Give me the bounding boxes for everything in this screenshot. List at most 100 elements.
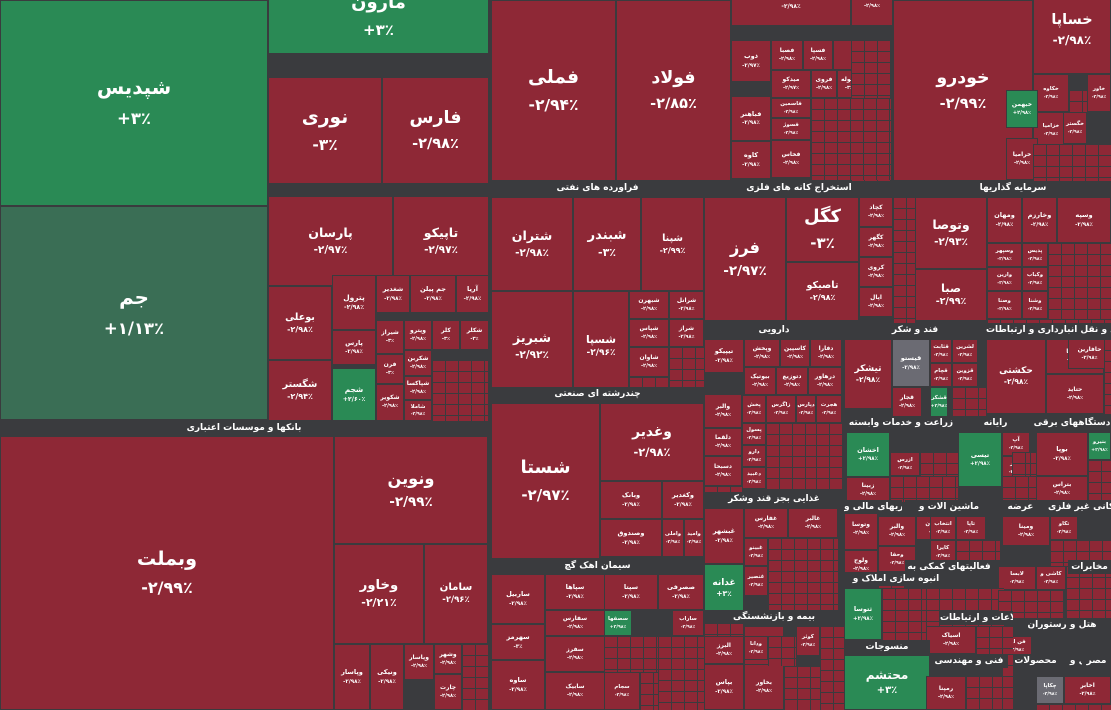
treemap-tile[interactable]: شجم +۲/۶۰٪ xyxy=(332,368,376,421)
treemap-tile[interactable]: قچام -۲/۹۸٪ xyxy=(930,363,952,387)
treemap-tile[interactable]: زاگرس -۲/۹۸٪ xyxy=(766,395,796,423)
treemap-tile[interactable]: فارس -۲/۹۸٪ xyxy=(382,77,489,184)
treemap-tile[interactable]: ثتوسا +۲/۹۸٪ xyxy=(844,588,882,640)
treemap-tile[interactable]: غالبر -۲/۹۸٪ xyxy=(788,508,838,538)
treemap-tile[interactable]: میدکو -۲/۹۷٪ xyxy=(771,70,811,98)
treemap-tile[interactable]: خبهمن +۲/۹۸٪ xyxy=(1006,90,1038,128)
treemap-tile[interactable]: سفارس -۲/۹۸٪ xyxy=(545,610,605,636)
treemap-tile[interactable]: شپاکسا -۲/۹۸٪ xyxy=(404,376,432,400)
treemap-tile[interactable]: البرز -۲/۹۸٪ xyxy=(704,636,744,664)
treemap-tile[interactable]: دفارا -۲/۹۸٪ xyxy=(810,339,842,367)
treemap-tile[interactable]: -۲/۹۸٪ xyxy=(731,0,851,26)
treemap-tile[interactable]: چارت -۲/۹۸٪ xyxy=(434,674,462,710)
treemap-tile[interactable]: بوپا -۲/۹۸٪ xyxy=(1036,432,1088,476)
treemap-tile[interactable]: وپترو -۲/۹۸٪ xyxy=(404,320,432,350)
treemap-tile[interactable]: ذوب -۲/۹۷٪ xyxy=(731,40,771,82)
treemap-tile[interactable]: شکویر -۲/۹۸٪ xyxy=(376,384,404,421)
treemap-tile[interactable]: مارون +۳٪ xyxy=(268,0,489,54)
treemap-tile[interactable]: وخارزم -۲/۹۸٪ xyxy=(1022,197,1057,243)
treemap-tile[interactable]: دپارس -۲/۹۸٪ xyxy=(796,395,816,423)
treemap-tile[interactable]: تیپیکو -۲/۹۸٪ xyxy=(704,339,744,373)
treemap-tile[interactable]: هجرت -۲/۹۸٪ xyxy=(816,395,842,423)
treemap-tile[interactable]: وکغدیر -۲/۹۸٪ xyxy=(662,481,704,519)
treemap-tile[interactable]: اخابر -۲/۹۸٪ xyxy=(1064,676,1111,704)
treemap-tile[interactable]: پدیس -۲/۹۸٪ xyxy=(1022,243,1048,267)
treemap-tile[interactable]: درهاور -۲/۹۸٪ xyxy=(808,367,842,395)
treemap-tile[interactable]: کاسپین -۲/۹۸٪ xyxy=(780,339,810,367)
treemap-tile[interactable]: اخشان +۲/۹۸٪ xyxy=(846,432,890,477)
treemap-tile[interactable]: خاور -۲/۹۸٪ xyxy=(1087,74,1111,112)
treemap-tile[interactable]: تاصیکو -۲/۹۸٪ xyxy=(786,262,859,321)
treemap-tile[interactable]: وارین -۲/۹۸٪ xyxy=(987,267,1022,291)
treemap-tile[interactable]: شگستر -۲/۹۴٪ xyxy=(268,360,332,421)
treemap-tile[interactable]: پارس -۲/۹۸٪ xyxy=(332,330,376,365)
treemap-tile[interactable]: وبملت -۲/۹۹٪ xyxy=(0,436,334,710)
treemap-tile[interactable]: سفرز -۲/۹۸٪ xyxy=(545,636,605,672)
treemap-tile[interactable]: غبشهر -۲/۹۸٪ xyxy=(704,508,744,564)
treemap-tile[interactable]: ساراب -۲/۹۸٪ xyxy=(672,610,704,636)
treemap-tile[interactable]: جم پیلن -۲/۹۸٪ xyxy=(410,275,456,313)
treemap-tile[interactable]: وپاسار -۲/۹۸٪ xyxy=(334,644,370,710)
treemap-tile[interactable]: کچاد -۲/۹۸٪ xyxy=(859,197,893,227)
treemap-tile[interactable]: وکباب -۲/۹۸٪ xyxy=(1022,267,1048,291)
treemap-tile[interactable]: قثابت -۲/۹۸٪ xyxy=(930,339,952,363)
treemap-tile[interactable]: کاوه -۲/۹۸٪ xyxy=(731,141,771,179)
treemap-tile[interactable]: ساوه -۲/۹۸٪ xyxy=(491,660,545,710)
treemap-tile[interactable]: شبهرن -۲/۹۸٪ xyxy=(629,291,669,319)
treemap-tile[interactable]: اپال -۲/۹۸٪ xyxy=(859,287,893,317)
treemap-tile[interactable]: فباهنر -۲/۹۸٪ xyxy=(731,96,771,141)
treemap-tile[interactable]: سامان -۲/۹۶٪ xyxy=(424,544,488,644)
treemap-tile[interactable]: خرامیا -۲/۹۸٪ xyxy=(1006,138,1038,180)
treemap-tile[interactable]: پسول -۲/۹۸٪ xyxy=(742,423,766,445)
treemap-tile[interactable]: والبر -۲/۹۸٪ xyxy=(704,394,742,428)
treemap-tile[interactable]: ومینا -۲/۹۸٪ xyxy=(1002,516,1050,546)
treemap-tile[interactable]: حافارین -۲/۹۸٪ xyxy=(1068,339,1111,369)
treemap-tile[interactable]: سصفها +۲/۹۸٪ xyxy=(604,610,632,636)
treemap-tile[interactable]: تاپیکو -۲/۹۷٪ xyxy=(393,196,489,286)
treemap-tile[interactable]: کگل -۳٪ xyxy=(786,197,859,262)
treemap-tile[interactable]: ودانا -۲/۹۸٪ xyxy=(744,636,768,660)
treemap-tile[interactable]: کوثر -۲/۹۸٪ xyxy=(796,626,820,656)
treemap-tile[interactable]: خساپا -۲/۹۸٪ xyxy=(1033,0,1111,74)
treemap-tile[interactable]: شتران -۲/۹۸٪ xyxy=(491,197,573,291)
treemap-tile[interactable]: شپدیس +۳٪ xyxy=(0,0,268,206)
treemap-tile[interactable]: سهرمز -۳٪ xyxy=(491,624,545,660)
treemap-tile[interactable]: کاشی و -۲/۹۸٪ xyxy=(1036,566,1066,590)
treemap-tile[interactable]: کلر -۳٪ xyxy=(432,320,460,350)
treemap-tile[interactable]: غبینو -۲/۹۸٪ xyxy=(744,538,768,566)
treemap-tile[interactable]: -۲/۹۸٪ xyxy=(851,0,893,26)
treemap-tile[interactable]: غدانه +۳٪ xyxy=(704,564,744,612)
treemap-tile[interactable]: سپتا -۲/۹۸٪ xyxy=(604,574,658,610)
treemap-tile[interactable]: شغدیر -۲/۹۸٪ xyxy=(376,275,410,313)
treemap-tile[interactable]: بتراس -۲/۹۸٪ xyxy=(1036,476,1088,502)
treemap-tile[interactable]: وامید -۲/۹۸٪ xyxy=(684,519,704,557)
treemap-tile[interactable]: بپاس -۲/۹۸٪ xyxy=(704,664,744,710)
treemap-tile[interactable]: دعبید -۲/۹۸٪ xyxy=(742,467,766,489)
treemap-tile[interactable]: وپاسار -۲/۹۸٪ xyxy=(404,644,434,680)
treemap-tile[interactable]: وشنا -۲/۹۸٪ xyxy=(1022,291,1048,319)
treemap-tile[interactable]: پترول -۲/۹۸٪ xyxy=(332,275,376,330)
treemap-tile[interactable]: فملی -۲/۹۴٪ xyxy=(491,0,616,181)
treemap-tile[interactable]: فروی -۲/۹۸٪ xyxy=(811,70,837,98)
treemap-tile[interactable]: وشهر -۲/۹۸٪ xyxy=(434,644,462,674)
treemap-tile[interactable]: وتوسا -۲/۹۸٪ xyxy=(844,508,878,550)
treemap-tile[interactable]: قزوین -۲/۹۸٪ xyxy=(952,363,978,387)
treemap-tile[interactable]: شاوان -۲/۹۸٪ xyxy=(629,347,669,377)
treemap-tile[interactable]: شراز -۲/۹۸٪ xyxy=(669,319,704,347)
treemap-tile[interactable]: شکلر -۳٪ xyxy=(460,320,489,350)
treemap-tile[interactable]: وغدیر -۲/۹۸٪ xyxy=(600,403,704,481)
treemap-tile[interactable]: والبر -۲/۹۸٪ xyxy=(878,516,916,546)
treemap-tile[interactable]: فرز -۲/۹۷٪ xyxy=(704,197,786,321)
treemap-tile[interactable]: شبریز -۲/۹۲٪ xyxy=(491,291,573,401)
treemap-tile[interactable]: فسوژ -۲/۹۸٪ xyxy=(771,118,811,140)
treemap-tile[interactable]: شیراز -۳٪ xyxy=(376,320,404,354)
treemap-tile[interactable]: ازرس -۲/۹۸٪ xyxy=(890,452,920,476)
treemap-tile[interactable]: زبینا -۲/۹۸٪ xyxy=(846,477,890,503)
treemap-tile[interactable]: دلقما -۲/۹۸٪ xyxy=(704,428,742,456)
treemap-tile[interactable]: صبا -۲/۹۹٪ xyxy=(915,269,987,321)
treemap-tile[interactable]: وسپه -۲/۹۸٪ xyxy=(1057,197,1111,243)
treemap-tile[interactable]: صصرفی -۲/۹۸٪ xyxy=(658,574,704,610)
treemap-tile[interactable]: شستا -۲/۹۷٪ xyxy=(491,403,600,559)
treemap-tile[interactable]: غنصیر -۲/۹۸٪ xyxy=(744,566,768,596)
treemap-tile[interactable]: حکشتی -۲/۹۸٪ xyxy=(986,339,1046,414)
